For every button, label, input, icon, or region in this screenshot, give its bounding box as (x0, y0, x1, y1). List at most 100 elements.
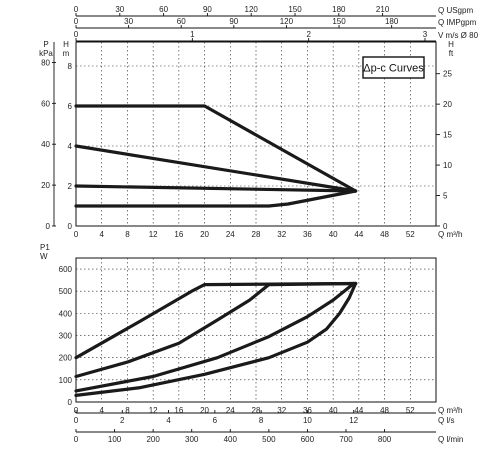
y-tick-label-kpa: 80 (41, 58, 50, 67)
bottom-axis-label: Q l/s (438, 416, 454, 425)
y-tick-label: 600 (59, 265, 73, 274)
y-tick-label-kpa: 60 (41, 99, 50, 108)
top-axis-tick-label: 30 (115, 5, 124, 14)
pressure-curve (74, 144, 358, 193)
bottom-axis-tick-label: 200 (146, 435, 160, 444)
x-axis-label: Q m³/h (438, 406, 462, 415)
top-axis-tick-label: 2 (306, 30, 311, 39)
x-tick-label: 44 (354, 406, 363, 415)
x-tick-label: 12 (149, 230, 158, 239)
y-tick-label-m: 2 (68, 182, 73, 191)
x-tick-label: 48 (380, 230, 389, 239)
x-tick-label: 8 (125, 406, 130, 415)
y-tick-label: 500 (59, 287, 73, 296)
power-curve (74, 281, 358, 379)
x-tick-label: 16 (174, 230, 183, 239)
ft-axis-title: H (448, 40, 454, 49)
x-tick-label: 36 (303, 230, 312, 239)
pressure-curve (74, 189, 358, 208)
top-axis-label: Q USgpm (438, 6, 473, 15)
x-tick-label: 32 (277, 230, 286, 239)
x-tick-label: 4 (99, 230, 104, 239)
top-axis-label: Q IMPgpm (438, 18, 477, 27)
y-tick-label: 0 (68, 398, 73, 407)
y-tick-label-kpa: 0 (46, 222, 51, 231)
y-tick-label-ft: 5 (443, 192, 448, 201)
x-tick-label: 20 (200, 230, 209, 239)
bottom-axis-tick-label: 12 (349, 416, 358, 425)
y-tick-label-ft: 20 (443, 100, 452, 109)
bottom-axis-label: Q l/min (438, 435, 463, 444)
x-tick-label: 28 (252, 406, 261, 415)
bottom-axis-tick-label: 600 (301, 435, 315, 444)
x-tick-label: 28 (252, 230, 261, 239)
chart-title: Δp-c Curves (363, 63, 424, 75)
bottom-axis-tick-label: 0 (74, 435, 79, 444)
y-tick-label-ft: 0 (443, 222, 448, 231)
x-tick-label: 44 (354, 230, 363, 239)
y-tick-label-kpa: 20 (41, 181, 50, 190)
pressure-curve (74, 184, 358, 193)
top-axis-tick-label: 180 (332, 5, 346, 14)
top-axis-tick-label: 3 (423, 30, 428, 39)
power-curve (74, 281, 358, 393)
x-tick-label: 40 (329, 406, 338, 415)
bottom-axis-tick-label: 8 (259, 416, 264, 425)
y-axis-title: P1 (40, 243, 50, 252)
top-axis-tick-label: 60 (177, 17, 186, 26)
bottom-axis-tick-label: 700 (339, 435, 353, 444)
y-tick-label-m: 8 (68, 62, 73, 71)
bottom-axis-tick-label: 500 (262, 435, 276, 444)
y-tick-label-m: 0 (68, 222, 73, 231)
x-tick-label: 52 (406, 230, 415, 239)
top-axis-tick-label: 120 (245, 5, 259, 14)
top-axis-tick-label: 0 (74, 5, 79, 14)
y-tick-label-m: 6 (68, 102, 73, 111)
y-tick-label: 100 (59, 376, 73, 385)
power-curve (74, 281, 358, 397)
bottom-axis-tick-label: 6 (213, 416, 218, 425)
legend-box: Δp-c Curves (362, 56, 425, 79)
x-tick-label: 12 (149, 406, 158, 415)
top-axis-tick-label: 210 (376, 5, 390, 14)
top-axis-tick-label: 180 (385, 17, 399, 26)
y-tick-label-ft: 15 (443, 131, 452, 140)
bottom-axis-tick-label: 0 (74, 416, 79, 425)
x-tick-label: 16 (174, 406, 183, 415)
y-tick-label-ft: 10 (443, 161, 452, 170)
top-axis-tick-label: 30 (124, 17, 133, 26)
x-tick-label: 52 (406, 406, 415, 415)
x-tick-label: 48 (380, 406, 389, 415)
x-tick-label: 20 (200, 406, 209, 415)
m-axis-unit: m (63, 49, 70, 58)
bottom-axis-tick-label: 2 (120, 416, 125, 425)
top-axis-tick-label: 150 (288, 5, 302, 14)
x-tick-label: 32 (277, 406, 286, 415)
top-axis-tick-label: 150 (332, 17, 346, 26)
x-tick-label: 8 (125, 230, 130, 239)
y-axis-unit: W (40, 252, 48, 261)
bottom-axis-tick-label: 300 (185, 435, 199, 444)
top-axis-tick-label: 90 (229, 17, 238, 26)
x-tick-label: 0 (74, 230, 79, 239)
y-tick-label: 200 (59, 354, 73, 363)
top-axis-tick-label: 0 (74, 30, 79, 39)
y-tick-label-kpa: 40 (41, 140, 50, 149)
y-tick-label-ft: 25 (443, 70, 452, 79)
x-axis-label: Q m³/h (438, 230, 462, 239)
y-tick-label-m: 4 (68, 142, 73, 151)
m-axis-title: H (63, 40, 69, 49)
bottom-axis-tick-label: 400 (224, 435, 238, 444)
top-axis-tick-label: 120 (280, 17, 294, 26)
x-tick-label: 24 (226, 406, 235, 415)
top-axis-tick-label: 60 (159, 5, 168, 14)
top-axis-tick-label: 1 (190, 30, 195, 39)
kpa-axis-title: P (43, 40, 48, 49)
pressure-panel: 0 4 8 12 16 20 24 28 32 36 40 44 48 52 Q m³/h024680204… (39, 5, 478, 239)
pressure-curve (74, 104, 358, 193)
x-tick-label: 24 (226, 230, 235, 239)
bottom-axis-tick-label: 100 (108, 435, 122, 444)
x-tick-label: 4 (99, 406, 104, 415)
